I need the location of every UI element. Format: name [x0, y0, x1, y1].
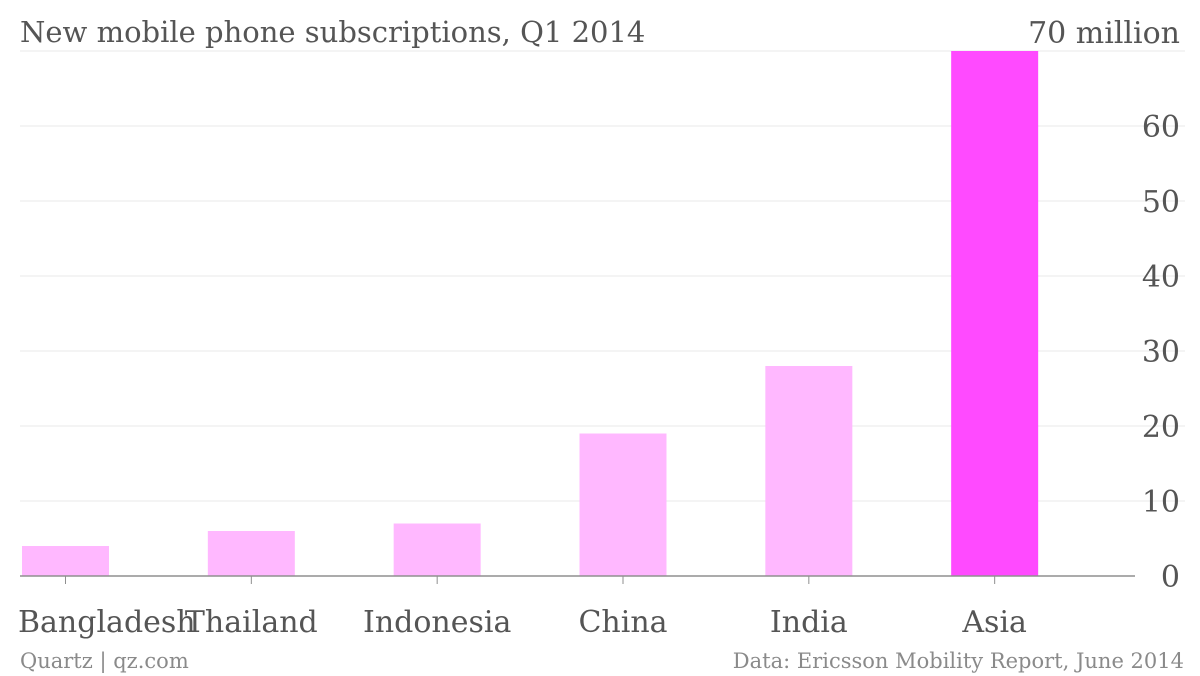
bar-china — [579, 433, 667, 576]
bar-thailand — [207, 531, 295, 576]
footer-credit: Quartz | qz.com — [20, 649, 189, 674]
x-tick-label: Thailand — [185, 605, 318, 640]
y-tick-label: 40 — [1142, 260, 1180, 295]
x-tick-label: India — [770, 605, 848, 640]
y-tick-label: 10 — [1142, 485, 1180, 520]
x-tick-label: Indonesia — [363, 605, 512, 640]
y-tick-label: 30 — [1142, 335, 1180, 370]
y-tick-label: 50 — [1142, 185, 1180, 220]
bar-asia — [951, 51, 1039, 576]
y-tick-label: 20 — [1142, 410, 1180, 445]
x-tick-label: China — [578, 605, 667, 640]
gridlines — [20, 50, 1185, 502]
bar-indonesia — [393, 523, 481, 576]
footer-source: Data: Ericsson Mobility Report, June 201… — [733, 649, 1184, 673]
chart-title: New mobile phone subscriptions, Q1 2014 — [20, 15, 645, 49]
y-tick-label: 0 — [1161, 560, 1180, 595]
y-tick-label: 60 — [1142, 110, 1180, 145]
x-tick-label: Asia — [961, 605, 1027, 640]
y-tick-label: 70 million — [1028, 16, 1180, 51]
bar-india — [765, 366, 853, 576]
bar-bangladesh — [22, 546, 109, 576]
y-axis: 0 10 20 30 40 50 60 70 million — [1028, 16, 1180, 595]
bars — [22, 51, 1039, 576]
x-tick-label: Bangladesh — [18, 605, 196, 640]
